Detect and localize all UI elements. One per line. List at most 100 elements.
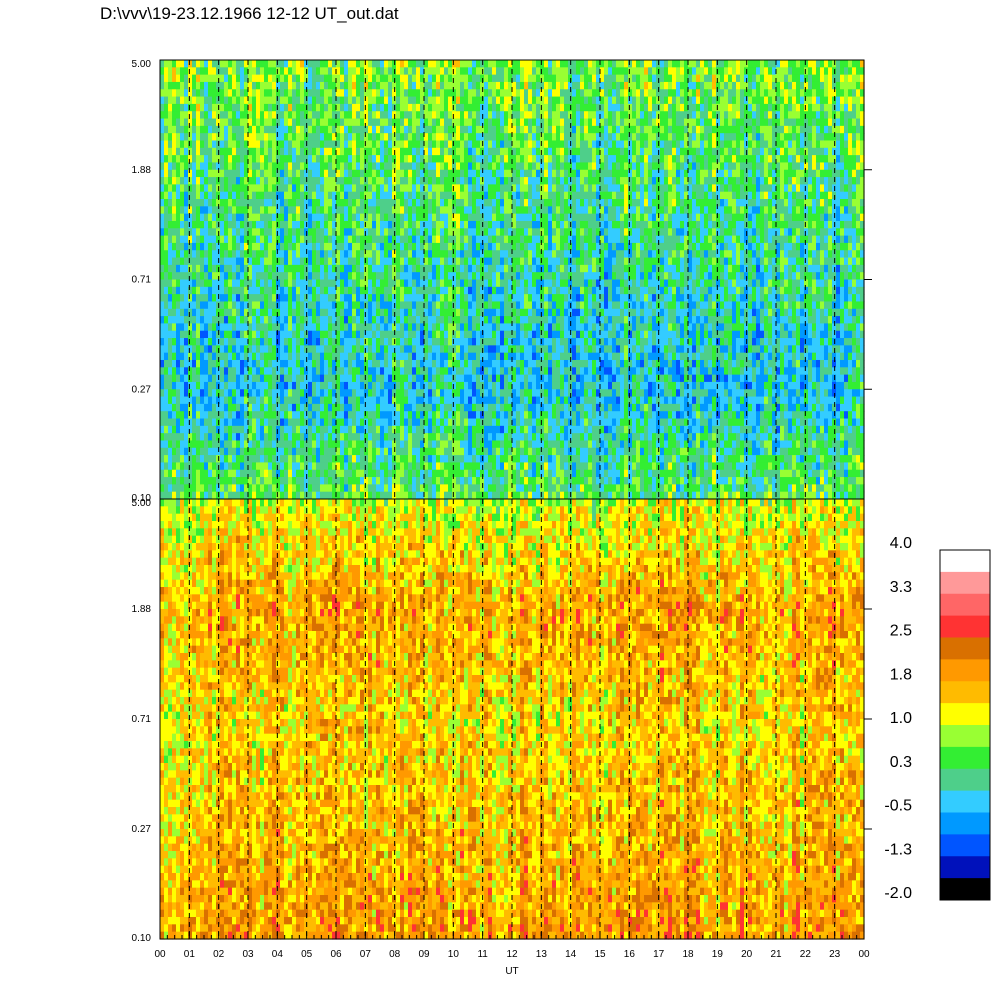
top-heatmap-cell	[416, 206, 421, 214]
top-heatmap-cell	[320, 170, 325, 178]
top-heatmap-cell	[220, 67, 225, 75]
top-heatmap-cell	[336, 272, 341, 280]
top-heatmap-cell	[220, 140, 225, 148]
top-heatmap-cell	[212, 221, 217, 229]
top-heatmap-cell	[300, 265, 305, 273]
top-heatmap-cell	[292, 199, 297, 207]
top-heatmap-cell	[316, 309, 321, 317]
top-heatmap-cell	[408, 140, 413, 148]
top-heatmap-cell	[456, 60, 461, 68]
top-heatmap-cell	[288, 170, 293, 178]
top-heatmap-cell	[300, 97, 305, 105]
top-heatmap-cell	[240, 155, 245, 163]
top-heatmap-cell	[180, 206, 185, 214]
top-heatmap-cell	[176, 236, 181, 244]
top-heatmap-cell	[296, 214, 301, 222]
top-heatmap-cell	[328, 440, 333, 448]
top-heatmap-cell	[184, 382, 189, 390]
top-heatmap-cell	[344, 301, 349, 309]
top-heatmap-cell	[440, 140, 445, 148]
top-heatmap-cell	[440, 199, 445, 207]
top-heatmap-cell	[320, 375, 325, 383]
top-heatmap-cell	[256, 82, 261, 90]
top-heatmap-cell	[344, 82, 349, 90]
top-heatmap-cell	[196, 82, 201, 90]
top-heatmap-cell	[408, 265, 413, 273]
top-heatmap-cell	[432, 192, 437, 200]
top-heatmap-cell	[356, 67, 361, 75]
top-heatmap-cell	[280, 367, 285, 375]
top-heatmap-cell	[452, 345, 457, 353]
top-heatmap-cell	[196, 375, 201, 383]
top-heatmap-cell	[476, 492, 481, 500]
top-heatmap-cell	[364, 375, 369, 383]
top-heatmap-cell	[296, 184, 301, 192]
top-heatmap-cell	[320, 455, 325, 463]
top-heatmap-cell	[456, 353, 461, 361]
top-heatmap-cell	[204, 323, 209, 331]
top-heatmap-cell	[288, 133, 293, 141]
top-heatmap-cell	[212, 82, 217, 90]
top-heatmap-cell	[224, 280, 229, 288]
top-heatmap-cell	[264, 60, 269, 68]
top-heatmap-cell	[188, 280, 193, 288]
top-heatmap-cell	[284, 316, 289, 324]
top-heatmap-cell	[488, 360, 493, 368]
top-heatmap-cell	[312, 448, 317, 456]
top-heatmap-cell	[396, 236, 401, 244]
top-heatmap-cell	[308, 148, 313, 156]
top-heatmap-cell	[408, 426, 413, 434]
top-heatmap-cell	[280, 155, 285, 163]
top-heatmap-cell	[352, 397, 357, 405]
top-heatmap-cell	[348, 484, 353, 492]
top-heatmap-cell	[460, 353, 465, 361]
top-heatmap-cell	[192, 484, 197, 492]
top-heatmap-cell	[292, 250, 297, 258]
top-heatmap-cell	[164, 272, 169, 280]
top-heatmap-cell	[224, 89, 229, 97]
top-heatmap-cell	[492, 104, 497, 112]
top-heatmap-cell	[248, 236, 253, 244]
top-heatmap-cell	[444, 492, 449, 500]
top-heatmap-cell	[196, 162, 201, 170]
top-heatmap-cell	[492, 126, 497, 134]
top-heatmap-cell	[260, 221, 265, 229]
top-heatmap-cell	[448, 258, 453, 266]
top-heatmap-cell	[232, 440, 237, 448]
top-heatmap-cell	[348, 309, 353, 317]
top-heatmap-cell	[416, 243, 421, 251]
top-heatmap-cell	[360, 426, 365, 434]
top-heatmap-cell	[472, 462, 477, 470]
top-heatmap-cell	[416, 192, 421, 200]
top-heatmap-cell	[440, 353, 445, 361]
top-heatmap-cell	[464, 294, 469, 302]
top-heatmap-cell	[388, 82, 393, 90]
top-heatmap-cell	[368, 258, 373, 266]
top-heatmap-cell	[380, 60, 385, 68]
top-heatmap-cell	[356, 316, 361, 324]
top-heatmap-cell	[236, 419, 241, 427]
top-heatmap-cell	[192, 162, 197, 170]
top-heatmap-cell	[248, 206, 253, 214]
top-heatmap-cell	[456, 287, 461, 295]
top-heatmap-cell	[368, 265, 373, 273]
top-heatmap-cell	[348, 470, 353, 478]
top-heatmap-cell	[408, 258, 413, 266]
top-heatmap-cell	[476, 294, 481, 302]
top-heatmap-cell	[348, 411, 353, 419]
top-heatmap-cell	[176, 492, 181, 500]
top-heatmap-cell	[224, 382, 229, 390]
top-heatmap-cell	[256, 177, 261, 185]
top-heatmap-cell	[288, 367, 293, 375]
top-heatmap-cell	[424, 184, 429, 192]
top-heatmap-cell	[336, 155, 341, 163]
top-heatmap-cell	[288, 243, 293, 251]
top-heatmap-cell	[344, 67, 349, 75]
top-heatmap-cell	[272, 440, 277, 448]
top-heatmap-cell	[160, 148, 165, 156]
top-heatmap-cell	[200, 360, 205, 368]
top-heatmap-cell	[444, 170, 449, 178]
top-heatmap-cell	[428, 199, 433, 207]
top-heatmap-cell	[164, 440, 169, 448]
top-heatmap-cell	[204, 404, 209, 412]
